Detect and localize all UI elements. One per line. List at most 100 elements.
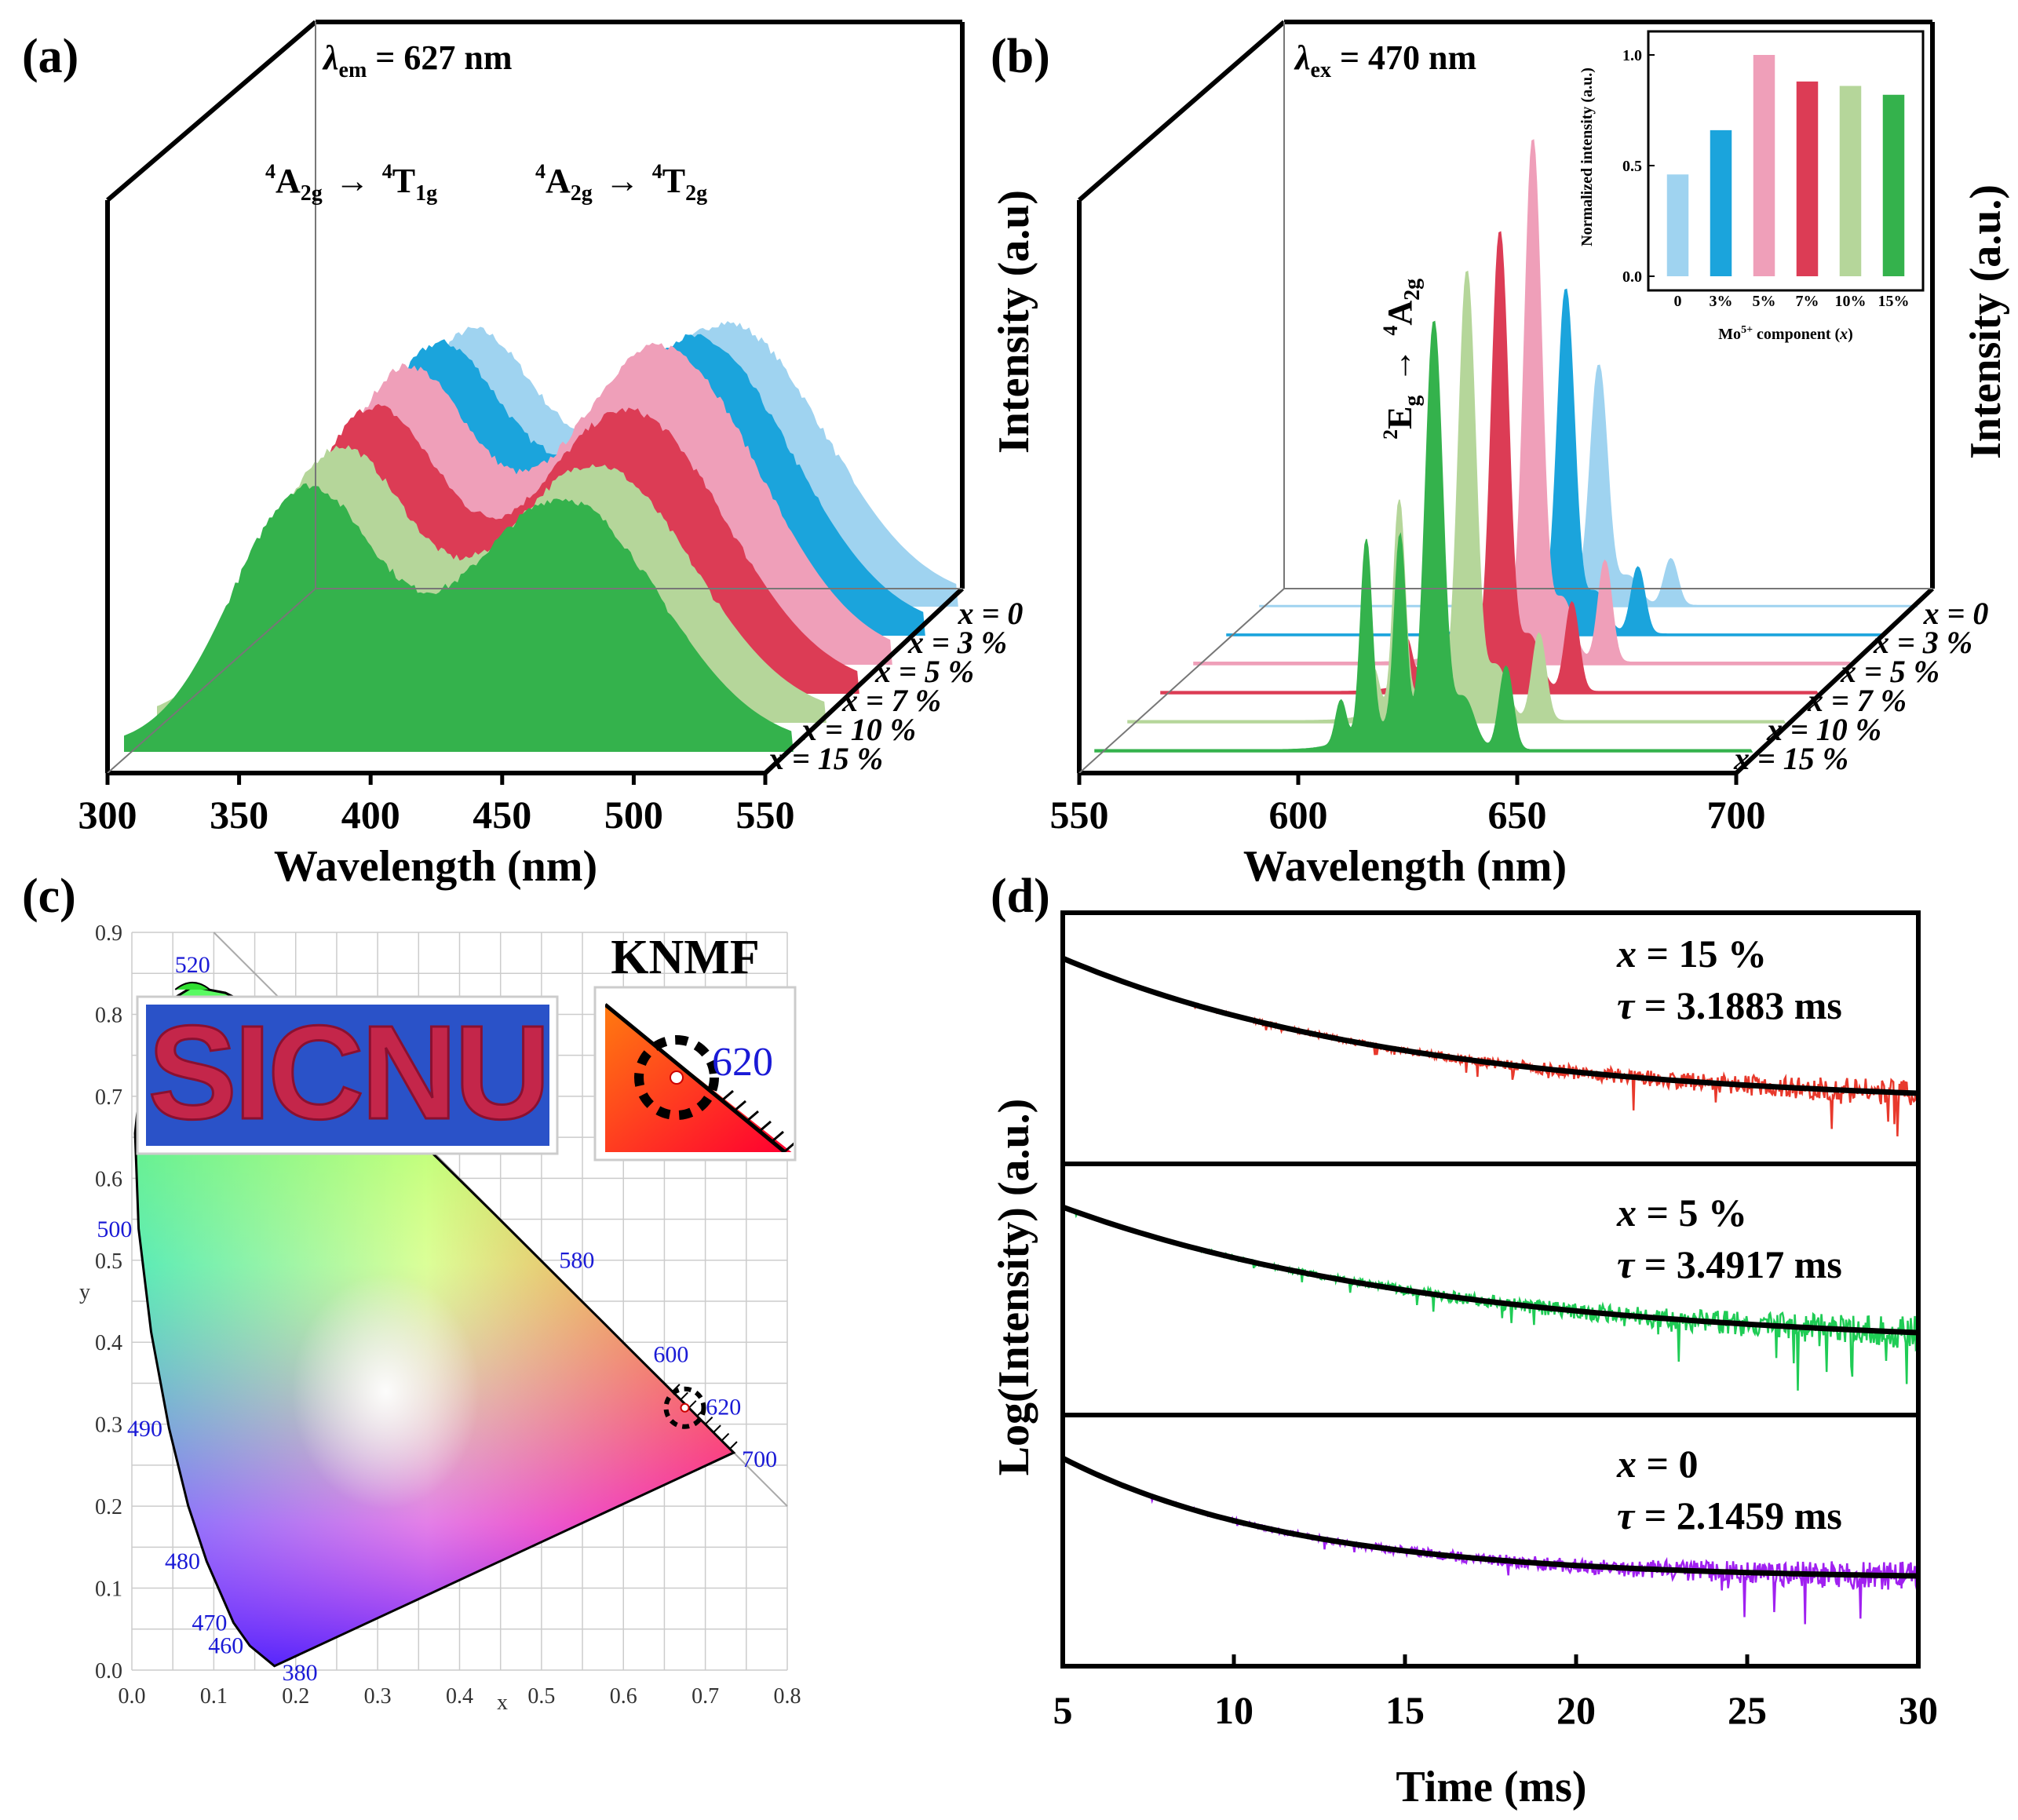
- decay-x-tick-label: 30: [1899, 1688, 1938, 1732]
- cie-edge-tick: [729, 1441, 738, 1450]
- spectrum-b-x3: [1226, 288, 1885, 636]
- panel-b-x-tick-label: 650: [1488, 793, 1547, 837]
- inset-x-tick-label: 10%: [1835, 293, 1867, 310]
- panel-d: (d) 5 10 15 20 25 30 Time (ms) Log(Intensity)…: [990, 870, 1938, 1811]
- panel-b-series-label-x10: x = 10 %: [1766, 712, 1881, 747]
- cie-y-tick-label: 0.0: [95, 1659, 122, 1683]
- zoom-edge-tick: [772, 1130, 784, 1143]
- panel-a-series-label-x0: x = 0: [958, 596, 1024, 631]
- zoom-edge-tick: [759, 1120, 772, 1132]
- inset-axes: 0 3% 5% 7% 10% 15% 0.0 0.5 1.0: [1622, 47, 1910, 310]
- panel-a-series-label-x15: x = 15 %: [768, 741, 883, 776]
- decay-15-tau-label: τ = 3.1883 ms: [1617, 983, 1842, 1027]
- panel-a-x-ticks: 300 350 400 450 500 550: [78, 773, 795, 837]
- zoom-point: [670, 1070, 684, 1085]
- cie-zoom-inset: 620: [593, 986, 797, 1162]
- decay-fit-15: [1061, 955, 1919, 1096]
- panel-b-x-tick-label: 700: [1707, 793, 1766, 837]
- panel-a-title: λem = 627 nm: [322, 38, 513, 82]
- cie-edge-tick: [688, 1400, 697, 1409]
- panel-a-series-label-x5: x = 5 %: [874, 654, 974, 689]
- cie-y-tick-label: 0.4: [95, 1331, 122, 1355]
- decay-15-series-label: x = 15 %: [1616, 932, 1767, 976]
- inset-x-axis-label: Mo5+ component (x): [1718, 324, 1853, 343]
- cie-520-marker: [174, 981, 210, 990]
- panel-a-series-label-x7: x = 7 %: [841, 683, 941, 718]
- cie-wavelength-label: 700: [742, 1446, 777, 1472]
- decay-fit-5: [1061, 1204, 1919, 1336]
- spectrum-b-x10: [1127, 270, 1786, 724]
- decay-trace-0: [1062, 1457, 1919, 1625]
- sicnu-photo-background: [146, 1005, 549, 1146]
- cie-y-tick-label: 0.6: [95, 1167, 122, 1191]
- inset-bar-x3: [1710, 129, 1732, 276]
- panel-b: (b) 550 600 650 700 Wavelength (nm) Intensi…: [990, 20, 2010, 891]
- decay-5-tau-label: τ = 3.4917 ms: [1617, 1242, 1842, 1286]
- cie-y-tick-label: 0.7: [95, 1085, 122, 1110]
- decay-labels: x = 15 % τ = 3.1883 ms x = 5 % τ = 3.491…: [1616, 932, 1842, 1537]
- inset-x-tick-label: 5%: [1753, 293, 1776, 310]
- panel-b-series-label-x7: x = 7 %: [1807, 683, 1907, 718]
- cie-wavelength-label: 470: [192, 1610, 227, 1636]
- panel-a: (a) 300 350 400 450 500 550 Wavelength (nm) λ…: [22, 20, 1024, 891]
- knmf-title: KNMF: [611, 931, 759, 984]
- decay-trace-5: [1062, 1205, 1919, 1391]
- decay-x-tick-label: 20: [1556, 1688, 1596, 1732]
- panel-b-series-label-x0: x = 0: [1923, 596, 1989, 631]
- panel-a-annotation-t1g: 4A2g → 4T1g: [265, 160, 437, 206]
- cie-x-tick-label: 0.2: [282, 1684, 309, 1709]
- cie-x-axis-label: x: [497, 1691, 508, 1715]
- panel-b-x-axis-label: Wavelength (nm): [1243, 842, 1567, 891]
- inset-bars: [1666, 55, 1905, 276]
- panel-a-floor-edge: [107, 588, 316, 774]
- panel-b-frame: [1077, 20, 1935, 775]
- cie-edge-tick: [704, 1416, 713, 1425]
- cie-coordinate-point: [680, 1402, 690, 1413]
- decay-0-tau-label: τ = 2.1459 ms: [1617, 1494, 1842, 1537]
- panel-c-label: (c): [22, 870, 76, 923]
- panel-b-label: (b): [991, 30, 1050, 83]
- inset-x-tick-label: 7%: [1796, 293, 1819, 310]
- cie-wavelength-label: 380: [283, 1660, 318, 1686]
- decay-x-tick-label: 15: [1385, 1688, 1425, 1732]
- panel-b-x-ticks: 550 600 650 700: [1050, 773, 1766, 837]
- panel-a-x-tick-label: 400: [341, 793, 400, 837]
- sicnu-text: SICNU: [148, 998, 548, 1147]
- cie-edge-tick: [721, 1432, 730, 1442]
- cie-y-tick-label: 0.2: [95, 1495, 122, 1519]
- cie-wavelength-label: 480: [165, 1548, 200, 1574]
- decay-fit-0: [1061, 1455, 1919, 1579]
- zoom-edge-tick: [734, 1100, 746, 1112]
- decay-x-tick-label: 10: [1214, 1688, 1253, 1732]
- cie-wavelength-label: 460: [208, 1633, 243, 1659]
- zoom-circle: [634, 1035, 719, 1120]
- cie-wavelength-label: 580: [559, 1247, 594, 1273]
- cie-x-tick-label: 0.5: [527, 1684, 555, 1709]
- cie-axis-ticks: 0.0 0.1 0.2 0.3 0.4 0.5 0.6 0.7 0.8 0.0 0.1 0.2 0.3 0…: [95, 921, 801, 1709]
- cie-x-tick-label: 0.0: [119, 1684, 146, 1709]
- panel-d-y-axis-label: Log(Intensity) (a.u.): [990, 1099, 1038, 1476]
- panel-a-annotation-t2g: 4A2g → 4T2g: [535, 160, 707, 206]
- panel-b-inset: 0 3% 5% 7% 10% 15% 0.0 0.5 1.0 Mo5+ component (x…: [1578, 30, 1925, 343]
- panel-a-x-tick-label: 350: [210, 793, 268, 837]
- cie-y-tick-label: 0.5: [95, 1249, 122, 1274]
- panel-a-series-label-x3: x = 3 %: [907, 625, 1007, 660]
- inset-bar-x0: [1666, 174, 1689, 276]
- panel-a-x-tick-label: 450: [473, 793, 531, 837]
- panel-b-x-tick-label: 600: [1269, 793, 1328, 837]
- panel-b-spectra: [1094, 139, 1918, 753]
- cie-x-tick-label: 0.3: [364, 1684, 392, 1709]
- panel-b-floor-edge: [1078, 588, 1285, 774]
- zoom-edge-tick: [746, 1110, 759, 1122]
- inset-x-tick-label: 15%: [1878, 293, 1910, 310]
- panel-b-right-y-axis-label: Intensity (a.u.): [1961, 184, 2010, 459]
- panel-b-annotation: 2Eg→4A2g: [1379, 279, 1425, 439]
- panel-b-series-labels: x = 0x = 3 %x = 5 %x = 7 %x = 10 %x = 15…: [1733, 596, 1988, 776]
- decay-x-ticks: 5 10 15 20 25 30: [1053, 1654, 1938, 1732]
- panel-a-series-label-x10: x = 10 %: [801, 712, 916, 747]
- inset-x-tick-label: 0: [1674, 293, 1682, 310]
- inset-bar-x5: [1753, 55, 1775, 276]
- cie-wavelength-label: 620: [706, 1394, 741, 1420]
- panel-a-spectra: [124, 321, 958, 752]
- inset-y-tick-label: 1.0: [1622, 47, 1642, 64]
